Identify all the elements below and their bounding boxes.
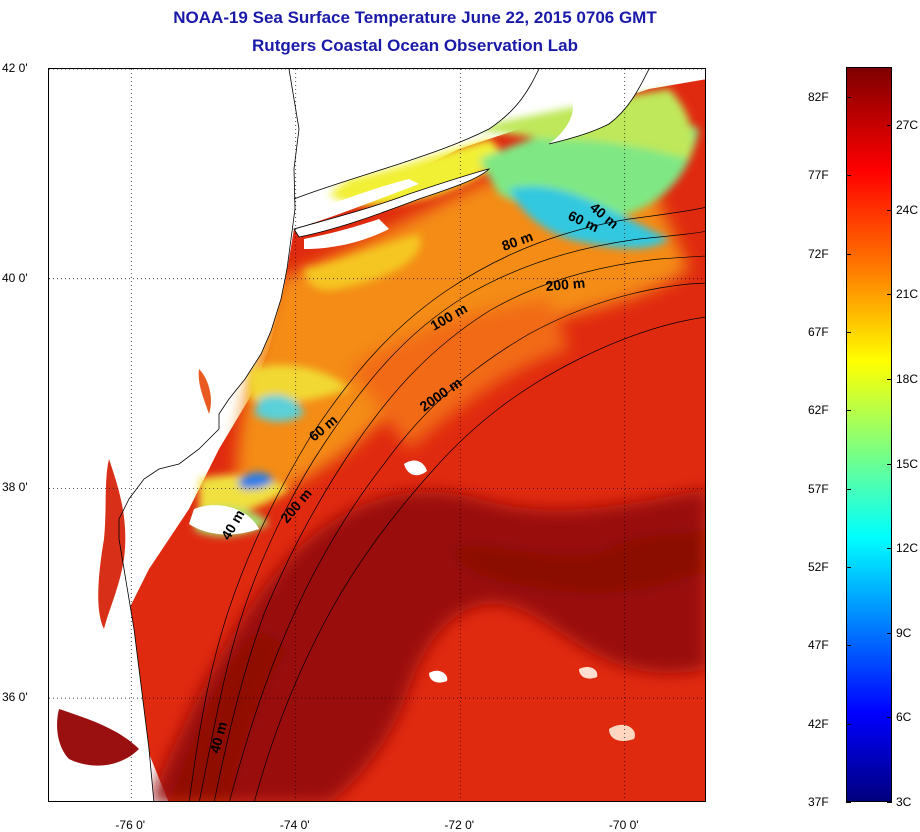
colorbar-tick [887,209,892,211]
colorbar-f-label: 67F [808,325,829,339]
isobath-label: 40 m [206,720,230,755]
land-mass [49,69,299,801]
new-england-coast [289,69,539,199]
coastline [118,69,300,801]
colorbar-f-label: 62F [808,403,829,418]
gulf-stream [149,489,705,801]
temperature-colorbar [846,67,892,802]
colorbar-tick [846,175,851,177]
colorbar-c-label: 12C [896,541,919,556]
lon-tick-label: -70 0' [608,818,639,832]
colorbar-f-label: 37F [808,795,829,809]
colorbar-tick [887,802,892,803]
colorbar-tick [846,645,851,647]
isobath-lines [188,207,705,801]
cape-cod [539,69,649,144]
colorbar-tick [846,410,851,412]
coastline-long-island [293,168,491,238]
long-island [294,169,489,237]
lon-tick-label: -72 0' [444,818,475,832]
colorbar-c-label: 9C [896,625,912,640]
isobath-label: 200 m [545,275,586,294]
colorbar-tick [887,463,892,465]
colorbar-c-label: 15C [896,456,919,471]
lon-tick-label: -76 0' [115,818,146,832]
cloud-patches [189,179,635,741]
colorbar-tick [846,723,851,725]
colorbar-f-label: 42F [808,716,829,731]
sst-map-canvas: 40 m 60 m 80 m 200 m 100 m 2000 m 60 m 2… [49,69,705,801]
colorbar-f-label: 57F [808,481,829,496]
colorbar-f-label: 47F [808,638,829,653]
colorbar-tick [887,632,892,634]
colorbar-c-label: 18C [896,371,919,386]
colorbar-tick [887,548,892,550]
lat-tick-label: 40 0' [2,270,28,285]
colorbar-tick [846,332,851,333]
lat-tick-label: 42 0' [2,61,28,75]
colorbar-tick [846,488,851,490]
lat-tick-label: 38 0' [2,480,28,495]
coastline-new-england [293,69,650,200]
lon-tick-label: -74 0' [279,818,310,832]
colorbar-tick [846,802,851,803]
lat-tick-label: 36 0' [2,690,28,705]
delaware-bay [198,369,211,414]
chesapeake-bay [98,459,126,629]
colorbar-f-label: 82F [808,90,829,104]
colorbar-c-label: 6C [896,710,912,725]
colorbar-c-label: 3C [896,795,912,809]
sst-map: 40 m 60 m 80 m 200 m 100 m 2000 m 60 m 2… [48,68,706,802]
colorbar-tick [887,717,892,719]
colorbar-tick [887,378,892,380]
colorbar-tick [887,125,892,126]
colorbar-tick [887,294,892,296]
colorbar-f-label: 72F [808,246,829,261]
map-title: NOAA-19 Sea Surface Temperature June 22,… [173,8,657,27]
colorbar-c-label: 27C [896,118,919,132]
pamlico-sound [57,709,139,766]
colorbar-f-label: 77F [808,168,829,183]
map-subtitle: Rutgers Coastal Ocean Observation Lab [252,36,578,55]
colorbar-tick [846,97,851,98]
colorbar-f-label: 52F [808,560,829,574]
colorbar-tick [846,253,851,255]
colorbar-c-label: 21C [896,287,919,302]
colorbar-c-label: 24C [896,202,919,217]
lat-lon-grid [49,69,705,801]
shelf-waters [236,166,690,509]
colorbar-tick [846,567,851,568]
